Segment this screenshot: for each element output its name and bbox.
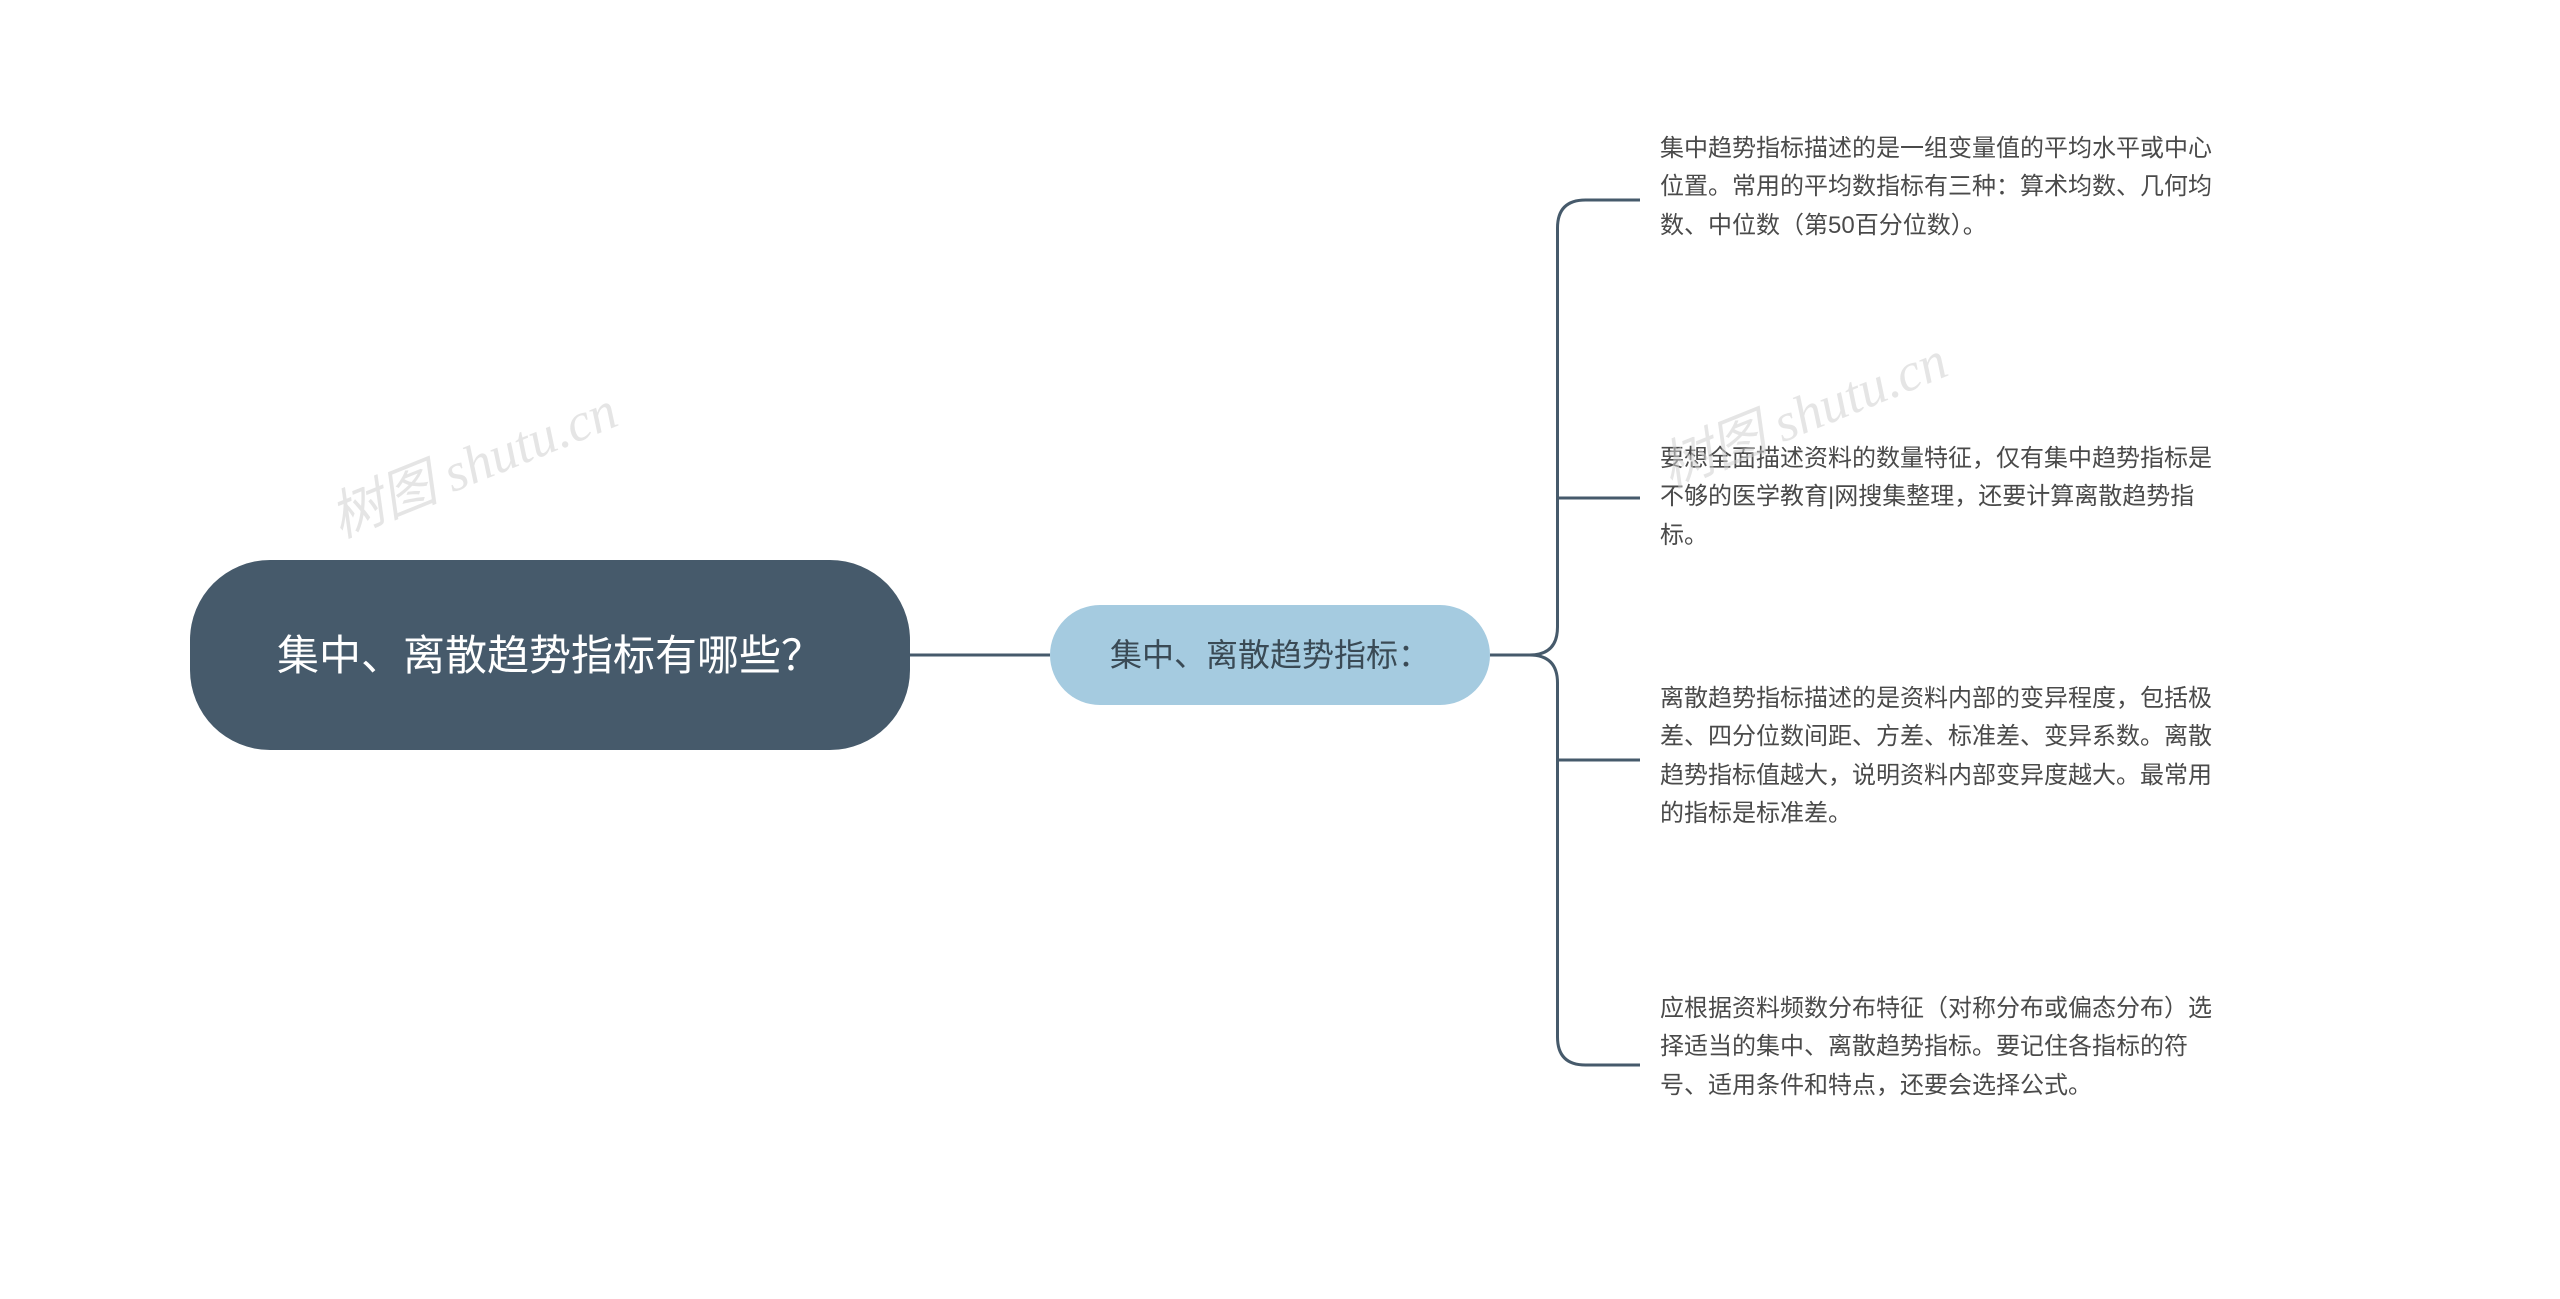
leaf-node: 离散趋势指标描述的是资料内部的变异程度，包括极差、四分位数间距、方差、标准差、变… — [1660, 680, 2220, 834]
leaf-node: 要想全面描述资料的数量特征，仅有集中趋势指标是不够的医学教育|网搜集整理，还要计… — [1660, 440, 2220, 555]
watermark-text: 树图 shutu.cn — [322, 380, 625, 549]
leaf-text: 集中趋势指标描述的是一组变量值的平均水平或中心位置。常用的平均数指标有三种：算术… — [1660, 135, 2212, 239]
root-node: 集中、离散趋势指标有哪些？ — [190, 560, 910, 750]
leaf-text: 应根据资料频数分布特征（对称分布或偏态分布）选择适当的集中、离散趋势指标。要记住… — [1660, 995, 2212, 1099]
sub-node-text: 集中、离散趋势指标： — [1110, 631, 1430, 679]
leaf-text: 要想全面描述资料的数量特征，仅有集中趋势指标是不够的医学教育|网搜集整理，还要计… — [1660, 445, 2212, 549]
leaf-node: 应根据资料频数分布特征（对称分布或偏态分布）选择适当的集中、离散趋势指标。要记住… — [1660, 990, 2220, 1105]
leaf-text: 离散趋势指标描述的是资料内部的变异程度，包括极差、四分位数间距、方差、标准差、变… — [1660, 685, 2212, 827]
root-node-text: 集中、离散趋势指标有哪些？ — [277, 624, 823, 687]
sub-node: 集中、离散趋势指标： — [1050, 605, 1490, 705]
leaf-node: 集中趋势指标描述的是一组变量值的平均水平或中心位置。常用的平均数指标有三种：算术… — [1660, 130, 2220, 245]
watermark: 树图 shutu.cn — [316, 366, 627, 553]
connector-bracket — [1490, 200, 1640, 1065]
mindmap-canvas: 集中、离散趋势指标有哪些？ 集中、离散趋势指标： 集中趋势指标描述的是一组变量值… — [0, 0, 2560, 1299]
